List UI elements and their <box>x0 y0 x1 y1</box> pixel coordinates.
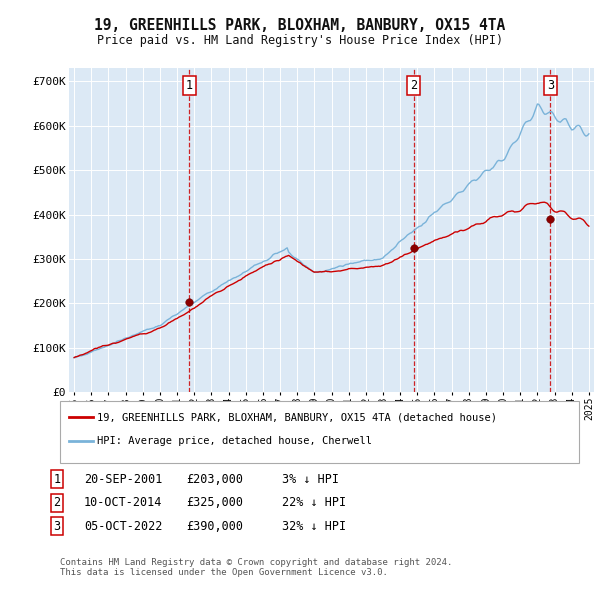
Text: Price paid vs. HM Land Registry's House Price Index (HPI): Price paid vs. HM Land Registry's House … <box>97 34 503 47</box>
Text: 32% ↓ HPI: 32% ↓ HPI <box>282 520 346 533</box>
Text: 1: 1 <box>186 79 193 92</box>
Text: 3% ↓ HPI: 3% ↓ HPI <box>282 473 339 486</box>
Text: 05-OCT-2022: 05-OCT-2022 <box>84 520 163 533</box>
Text: £203,000: £203,000 <box>186 473 243 486</box>
Text: 19, GREENHILLS PARK, BLOXHAM, BANBURY, OX15 4TA (detached house): 19, GREENHILLS PARK, BLOXHAM, BANBURY, O… <box>97 412 497 422</box>
Text: 1: 1 <box>53 473 61 486</box>
Text: £325,000: £325,000 <box>186 496 243 509</box>
Text: 22% ↓ HPI: 22% ↓ HPI <box>282 496 346 509</box>
Text: Contains HM Land Registry data © Crown copyright and database right 2024.
This d: Contains HM Land Registry data © Crown c… <box>60 558 452 577</box>
Text: 10-OCT-2014: 10-OCT-2014 <box>84 496 163 509</box>
Text: 3: 3 <box>53 520 61 533</box>
Text: 3: 3 <box>547 79 554 92</box>
Text: 20-SEP-2001: 20-SEP-2001 <box>84 473 163 486</box>
Text: 2: 2 <box>410 79 417 92</box>
Text: HPI: Average price, detached house, Cherwell: HPI: Average price, detached house, Cher… <box>97 436 372 445</box>
Text: £390,000: £390,000 <box>186 520 243 533</box>
Text: 19, GREENHILLS PARK, BLOXHAM, BANBURY, OX15 4TA: 19, GREENHILLS PARK, BLOXHAM, BANBURY, O… <box>94 18 506 33</box>
Text: 2: 2 <box>53 496 61 509</box>
